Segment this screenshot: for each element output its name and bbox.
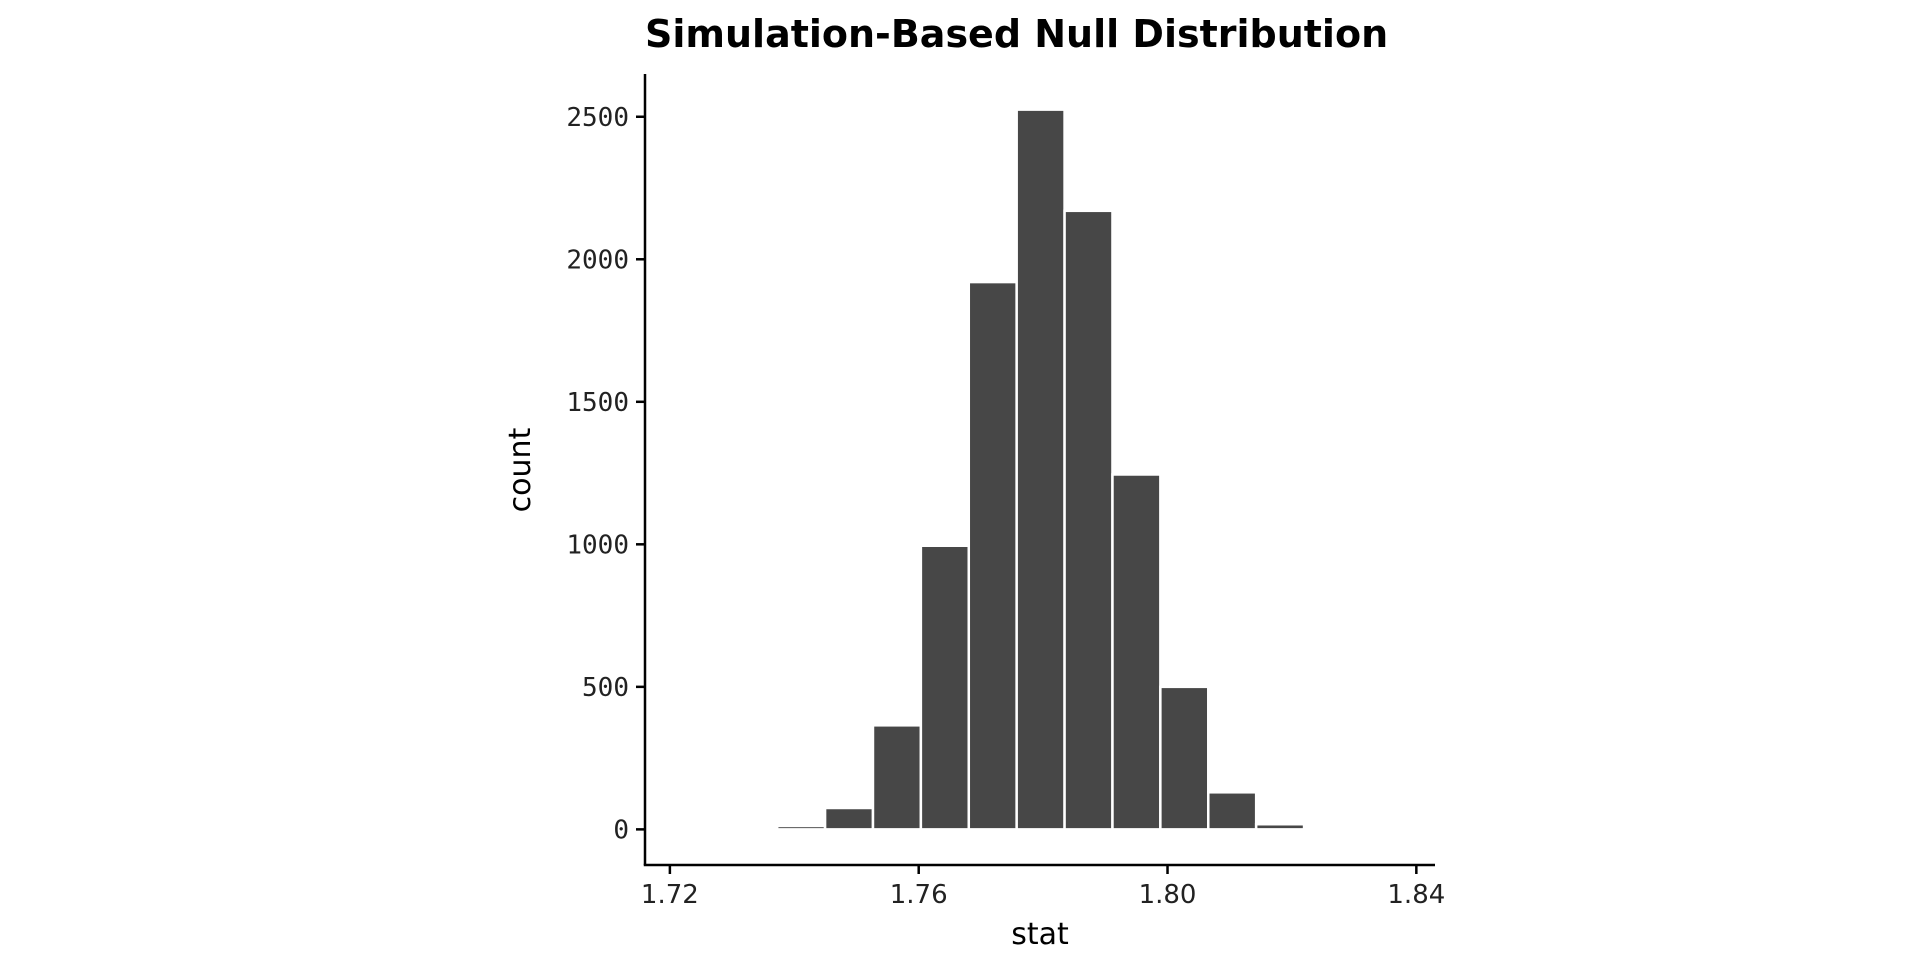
x-axis-ticks: 1.72 1.76 1.80 1.84 (641, 865, 1445, 910)
y-axis-title: count (503, 427, 538, 512)
histogram-bar (1207, 791, 1258, 831)
histogram-bar (775, 824, 827, 831)
histogram-bar (1111, 473, 1162, 831)
histogram-bar (1015, 108, 1066, 831)
histogram-bar (967, 280, 1018, 831)
y-tick-label: 2500 (566, 103, 629, 133)
x-tick-label: 1.84 (1387, 880, 1445, 910)
histogram-bar (1063, 209, 1114, 831)
histogram-bars (775, 108, 1306, 831)
histogram-bar (1254, 822, 1306, 831)
x-tick-label: 1.80 (1139, 880, 1197, 910)
histogram-bar (919, 544, 971, 831)
histogram-bar (823, 806, 875, 831)
x-axis-title: stat (1011, 917, 1069, 952)
x-tick-label: 1.72 (641, 880, 699, 910)
x-tick-label: 1.76 (890, 880, 948, 910)
chart-title: Simulation-Based Null Distribution (645, 12, 1388, 56)
y-axis-ticks: 0 500 1000 1500 2000 2500 (566, 103, 645, 845)
y-tick-label: 500 (582, 673, 629, 703)
y-tick-label: 2000 (566, 245, 629, 275)
histogram-bar (871, 724, 923, 831)
histogram-bar (1159, 685, 1210, 831)
y-tick-label: 0 (613, 815, 629, 845)
y-tick-label: 1000 (566, 530, 629, 560)
y-tick-label: 1500 (566, 388, 629, 418)
